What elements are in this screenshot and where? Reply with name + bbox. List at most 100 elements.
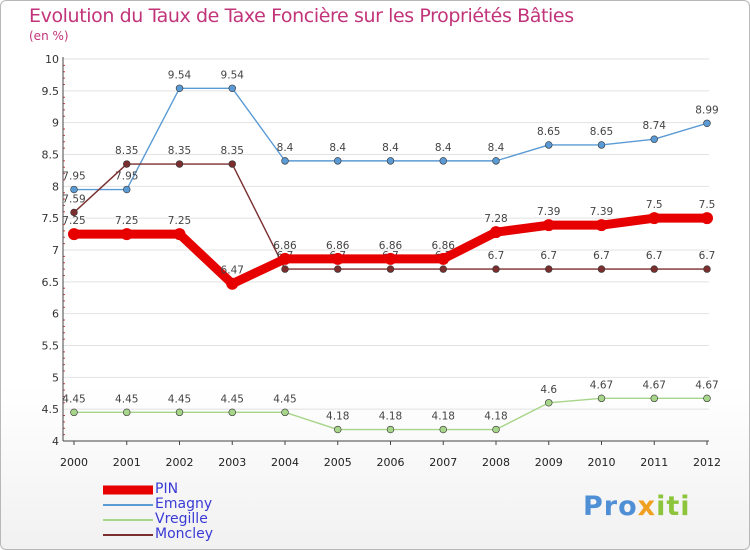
data-label-emagny: 9.54 bbox=[221, 69, 245, 81]
data-point-pin bbox=[279, 252, 291, 265]
data-label-pin: 7.25 bbox=[62, 215, 85, 227]
data-point-emagny bbox=[650, 135, 658, 143]
data-label-vregille: 4.18 bbox=[484, 411, 507, 423]
x-tick-label: 2002 bbox=[166, 456, 194, 469]
y-tick-label: 5 bbox=[52, 371, 59, 384]
legend-label-emagny: Emagny bbox=[155, 496, 213, 512]
data-label-emagny: 8.65 bbox=[590, 126, 613, 138]
x-tick-label: 2005 bbox=[324, 456, 352, 469]
data-point-emagny bbox=[492, 157, 500, 165]
data-point-pin bbox=[701, 212, 713, 225]
y-tick-label: 4 bbox=[52, 435, 59, 448]
data-point-vregille bbox=[545, 399, 553, 407]
data-point-vregille bbox=[703, 394, 711, 403]
y-tick-label: 9.5 bbox=[42, 85, 60, 98]
data-label-moncley: 6.7 bbox=[699, 250, 716, 262]
data-label-moncley: 7.59 bbox=[62, 193, 85, 205]
x-tick-label: 2001 bbox=[113, 456, 141, 469]
data-label-pin: 7.25 bbox=[115, 215, 138, 227]
logo-part-3: iti bbox=[656, 491, 691, 522]
data-point-moncley bbox=[175, 160, 184, 168]
x-tick-label: 2011 bbox=[640, 456, 668, 469]
data-label-pin: 6.86 bbox=[273, 240, 297, 252]
data-point-emagny bbox=[439, 157, 447, 165]
data-point-vregille bbox=[650, 394, 658, 403]
data-point-emagny bbox=[228, 84, 236, 92]
data-point-emagny bbox=[334, 157, 342, 165]
x-tick-label: 2003 bbox=[218, 456, 246, 469]
data-point-pin bbox=[437, 252, 450, 265]
data-point-pin bbox=[384, 252, 397, 265]
data-label-emagny: 8.74 bbox=[643, 120, 667, 132]
data-point-pin bbox=[173, 228, 186, 241]
x-tick-label: 2007 bbox=[429, 456, 457, 469]
x-tick-label: 2010 bbox=[588, 456, 616, 469]
data-point-moncley bbox=[597, 265, 606, 273]
x-tick-label: 2004 bbox=[271, 456, 299, 469]
data-point-vregille bbox=[597, 394, 606, 403]
data-label-pin: 6.86 bbox=[379, 240, 403, 252]
data-label-emagny: 7.95 bbox=[115, 171, 138, 183]
data-label-moncley: 6.7 bbox=[593, 250, 610, 262]
data-point-vregille bbox=[70, 408, 78, 417]
data-point-pin bbox=[68, 228, 80, 241]
data-label-pin: 7.5 bbox=[646, 199, 663, 211]
data-point-vregille bbox=[334, 425, 342, 434]
data-point-moncley bbox=[439, 265, 447, 273]
data-label-vregille: 4.45 bbox=[221, 393, 244, 405]
data-point-moncley bbox=[492, 265, 500, 273]
data-point-moncley bbox=[650, 265, 658, 273]
x-tick-label: 2009 bbox=[535, 456, 563, 469]
data-point-vregille bbox=[228, 408, 236, 417]
data-label-pin: 7.25 bbox=[168, 215, 191, 227]
data-point-moncley bbox=[123, 160, 131, 168]
chart-subtitle: (en %) bbox=[29, 29, 69, 43]
data-point-moncley bbox=[334, 265, 342, 273]
y-tick-label: 7 bbox=[52, 244, 59, 257]
y-tick-label: 10 bbox=[45, 53, 59, 66]
data-label-emagny: 9.54 bbox=[168, 69, 192, 81]
data-point-pin bbox=[490, 226, 502, 239]
y-tick-label: 7.5 bbox=[42, 212, 60, 225]
data-point-pin bbox=[542, 219, 555, 232]
data-point-moncley bbox=[70, 208, 78, 217]
data-label-pin: 7.39 bbox=[537, 206, 560, 218]
series-line-emagny bbox=[73, 87, 708, 191]
x-tick-label: 2000 bbox=[60, 456, 88, 469]
data-label-pin: 7.39 bbox=[590, 206, 613, 218]
y-tick-label: 9 bbox=[52, 117, 59, 130]
data-point-emagny bbox=[70, 185, 78, 194]
data-label-vregille: 4.18 bbox=[432, 411, 455, 423]
data-label-emagny: 8.4 bbox=[382, 142, 399, 154]
data-point-pin bbox=[120, 228, 133, 241]
data-point-vregille bbox=[175, 408, 184, 417]
data-label-vregille: 4.18 bbox=[379, 411, 402, 423]
data-label-moncley: 8.35 bbox=[168, 145, 191, 157]
data-point-moncley bbox=[703, 265, 711, 273]
y-tick-label: 5.5 bbox=[42, 340, 60, 353]
x-tick-label: 2012 bbox=[693, 456, 721, 469]
data-label-emagny: 8.4 bbox=[277, 142, 294, 154]
data-label-pin: 6.47 bbox=[221, 265, 244, 277]
y-tick-label: 6 bbox=[52, 308, 59, 321]
data-point-emagny bbox=[123, 185, 131, 194]
data-label-moncley: 6.7 bbox=[488, 250, 505, 262]
data-point-emagny bbox=[545, 141, 553, 149]
data-point-moncley bbox=[386, 265, 395, 273]
data-label-pin: 7.28 bbox=[484, 213, 507, 225]
y-tick-label: 6.5 bbox=[42, 276, 60, 289]
data-label-vregille: 4.6 bbox=[540, 384, 557, 396]
data-point-emagny bbox=[175, 84, 184, 92]
x-tick-label: 2008 bbox=[482, 456, 510, 469]
data-point-vregille bbox=[492, 425, 500, 434]
chart-title: Evolution du Taux de Taxe Foncière sur l… bbox=[29, 5, 574, 27]
data-point-emagny bbox=[597, 141, 606, 149]
data-label-emagny: 7.95 bbox=[62, 171, 85, 183]
data-label-vregille: 4.45 bbox=[168, 393, 191, 405]
data-label-vregille: 4.45 bbox=[115, 393, 138, 405]
data-label-vregille: 4.67 bbox=[590, 379, 613, 391]
data-label-pin: 7.5 bbox=[699, 199, 716, 211]
legend-label-vregille: Vregille bbox=[155, 511, 208, 527]
